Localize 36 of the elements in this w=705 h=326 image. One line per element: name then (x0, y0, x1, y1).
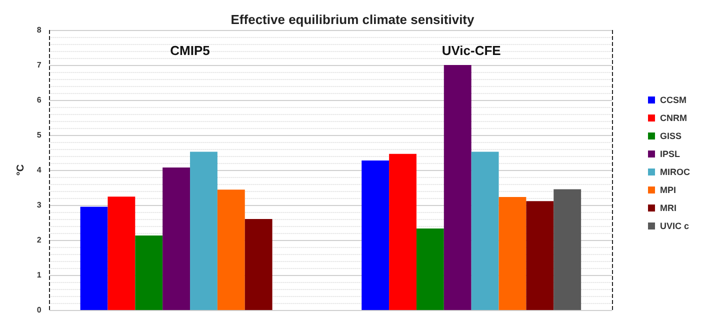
bar (190, 152, 218, 310)
legend-label: MPI (660, 185, 676, 195)
y-tick-label: 7 (36, 60, 42, 70)
legend-label: CNRM (660, 113, 688, 123)
x-tick-label: CMIP5 (170, 43, 210, 58)
y-tick-label: 3 (36, 200, 42, 210)
y-tick-label: 2 (36, 236, 42, 244)
bar (108, 196, 136, 310)
y-tick-label: 8 (36, 26, 42, 34)
bar (554, 189, 582, 310)
y-tick-label: 1 (36, 270, 42, 280)
legend-label: UVIC c (660, 221, 690, 231)
legend-label: MRI (660, 203, 677, 213)
bar (217, 190, 245, 310)
bar (244, 219, 272, 310)
y-tick-label: 5 (36, 130, 42, 140)
y-tick-label: 6 (36, 96, 42, 104)
y-tick-label: 0 (36, 306, 42, 314)
x-tick-label: UVic-CFE (442, 43, 502, 58)
chart-title: Effective equilibrium climate sensitivity (230, 12, 475, 27)
bar (471, 152, 499, 310)
bar (162, 168, 190, 310)
bar (444, 65, 472, 310)
legend-label: CCSM (660, 95, 687, 105)
bar (135, 235, 163, 310)
bar (80, 206, 108, 310)
bar (362, 160, 390, 310)
legend-label: GISS (660, 131, 682, 141)
bar (389, 154, 416, 310)
bar (526, 201, 554, 310)
bar (498, 196, 526, 310)
legend-label: MIROC (660, 167, 690, 177)
y-tick-label: 4 (36, 166, 42, 174)
bar (416, 228, 444, 310)
legend-label: IPSL (660, 149, 681, 159)
y-axis-title: °C (16, 164, 26, 176)
